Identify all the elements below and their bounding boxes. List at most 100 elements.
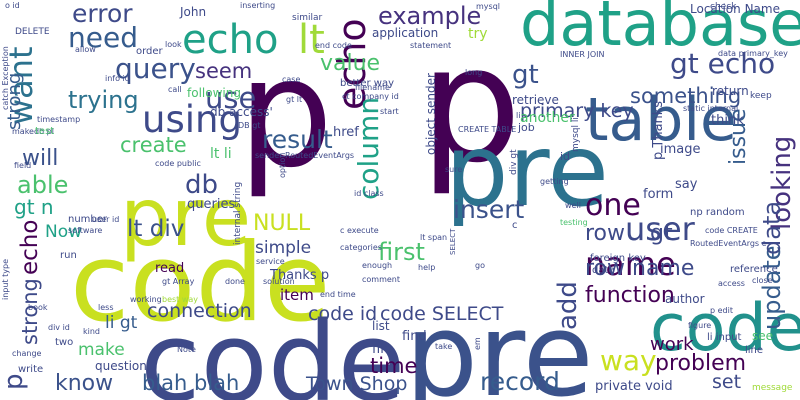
cloud-word-close: close bbox=[752, 276, 773, 285]
cloud-word-record: record bbox=[480, 367, 560, 396]
cloud-word-help: help bbox=[418, 263, 435, 272]
cloud-word-db-gt: DB gt bbox=[238, 121, 260, 130]
cloud-word-create: create bbox=[120, 133, 187, 157]
cloud-word-p-1: p bbox=[238, 27, 333, 201]
cloud-word-gt: gt bbox=[512, 60, 539, 90]
cloud-word-db: db bbox=[185, 170, 218, 200]
cloud-word-routed-args: RoutedEventArgs e bbox=[690, 239, 767, 248]
cloud-word-simple: simple bbox=[255, 238, 311, 258]
cloud-word-one: one bbox=[585, 188, 641, 223]
cloud-word-queries: queries bbox=[187, 197, 235, 212]
cloud-word-run: run bbox=[60, 250, 77, 261]
cloud-word-two: two bbox=[55, 337, 73, 348]
cloud-word-insert: insert bbox=[453, 195, 524, 224]
cloud-word-another: another bbox=[520, 110, 575, 126]
cloud-word-test: test bbox=[35, 126, 54, 137]
cloud-word-solution: solution bbox=[263, 277, 295, 286]
cloud-word-think: think bbox=[711, 113, 744, 128]
cloud-word-blah-blah: blah blah bbox=[142, 371, 239, 395]
cloud-word-set: set bbox=[712, 371, 741, 393]
cloud-word-similar: similar bbox=[292, 13, 322, 23]
cloud-word-div-gt: div gt bbox=[509, 149, 519, 175]
cloud-word-well: well bbox=[565, 201, 581, 210]
cloud-word-note: Note bbox=[177, 345, 196, 354]
cloud-word-option: option bbox=[278, 153, 287, 178]
cloud-word-software: software bbox=[68, 226, 102, 235]
cloud-word-location-name: Location Name bbox=[690, 2, 780, 16]
cloud-word-book: book bbox=[28, 303, 48, 312]
cloud-word-href: href bbox=[333, 125, 359, 140]
cloud-word-working: working bbox=[130, 295, 162, 304]
cloud-word-question: question bbox=[95, 359, 147, 373]
cloud-word-inner-join: INNER JOIN bbox=[560, 50, 605, 59]
cloud-word-delete: DELETE bbox=[15, 27, 50, 37]
cloud-word-kind: kind bbox=[83, 327, 100, 336]
cloud-word-say: say bbox=[675, 177, 698, 192]
cloud-word-john: John bbox=[179, 5, 206, 19]
cloud-word-list: list bbox=[372, 319, 390, 333]
cloud-word-input-type: input type bbox=[1, 259, 10, 300]
cloud-word-pre-2: pre bbox=[120, 171, 251, 264]
cloud-word-application: application bbox=[372, 26, 438, 40]
cloud-word-np-random: np random bbox=[690, 207, 745, 218]
cloud-word-database: database bbox=[520, 0, 800, 60]
cloud-word-end-time: end time bbox=[320, 290, 356, 299]
cloud-word-private-void: private void bbox=[595, 379, 673, 394]
cloud-word-go: go bbox=[475, 261, 485, 270]
cloud-word-item: item bbox=[280, 286, 314, 304]
cloud-word-allow: allow bbox=[75, 45, 96, 54]
cloud-word-pre-1: pre bbox=[445, 112, 609, 229]
cloud-word-try: try bbox=[468, 26, 488, 42]
cloud-word-lt-div: lt div bbox=[127, 216, 184, 242]
cloud-word-comment: comment bbox=[362, 275, 400, 284]
cloud-word-function: function bbox=[585, 283, 675, 308]
cloud-word-return: return bbox=[712, 84, 749, 98]
cloud-word-change: change bbox=[12, 349, 42, 358]
cloud-word-work: work bbox=[650, 334, 694, 355]
cloud-word-look: look bbox=[165, 40, 182, 49]
cloud-word-message: message bbox=[752, 383, 793, 393]
cloud-word-pre-3: pre bbox=[405, 289, 594, 400]
cloud-word-info-id: info id bbox=[105, 74, 130, 83]
cloud-word-row-1: row bbox=[585, 221, 625, 246]
cloud-word-c: c bbox=[512, 220, 518, 231]
cloud-word-id: id bbox=[560, 150, 570, 163]
cloud-word-see: see bbox=[752, 329, 773, 343]
cloud-word-select: SELECT bbox=[449, 228, 457, 255]
cloud-word-echo-1: echo bbox=[182, 17, 278, 63]
cloud-word-call: call bbox=[168, 85, 182, 94]
cloud-word-statement: statement bbox=[410, 41, 451, 50]
cloud-word-long: long bbox=[465, 68, 482, 77]
cloud-word-field: field bbox=[14, 161, 31, 170]
cloud-word-will: will bbox=[22, 146, 58, 171]
cloud-word-gt-echo: gt echo bbox=[670, 47, 775, 80]
cloud-word-echo-3: echo bbox=[17, 220, 43, 275]
cloud-word-li-input: li input bbox=[707, 332, 742, 343]
cloud-word-able: able bbox=[17, 171, 68, 199]
cloud-word-write: write bbox=[18, 364, 43, 375]
cloud-word-mysql: mysql bbox=[476, 2, 500, 11]
cloud-word-name: name bbox=[585, 245, 676, 283]
cloud-word-table: table bbox=[585, 85, 737, 155]
cloud-word-image: image bbox=[660, 142, 701, 157]
cloud-word-example: example bbox=[378, 2, 481, 30]
cloud-word-data: data bbox=[758, 201, 786, 255]
cloud-word-make: make bbox=[78, 340, 125, 360]
cloud-word-date: date bbox=[592, 265, 615, 276]
cloud-word-db-access: db access' bbox=[210, 105, 273, 119]
cloud-word-order: order bbox=[136, 46, 164, 57]
cloud-word-update: update bbox=[758, 245, 786, 330]
cloud-word-strong: strong bbox=[18, 278, 42, 345]
cloud-word-primary-key: primary key bbox=[520, 100, 634, 122]
cloud-word-data-primary-key: data primary_key bbox=[718, 49, 788, 58]
cloud-word-error: error bbox=[72, 0, 133, 28]
cloud-word-thanks-p: Thanks p bbox=[269, 268, 329, 283]
cloud-word-town-shop: Town Shop bbox=[305, 373, 407, 395]
cloud-word-mysql-li: mysql li bbox=[571, 117, 581, 152]
cloud-word-p-thanks: p Thanks bbox=[651, 101, 666, 160]
cloud-word-lt: lt bbox=[298, 17, 325, 63]
cloud-word-object-sender: object sender bbox=[424, 73, 438, 155]
cloud-word-result: result bbox=[262, 125, 333, 154]
